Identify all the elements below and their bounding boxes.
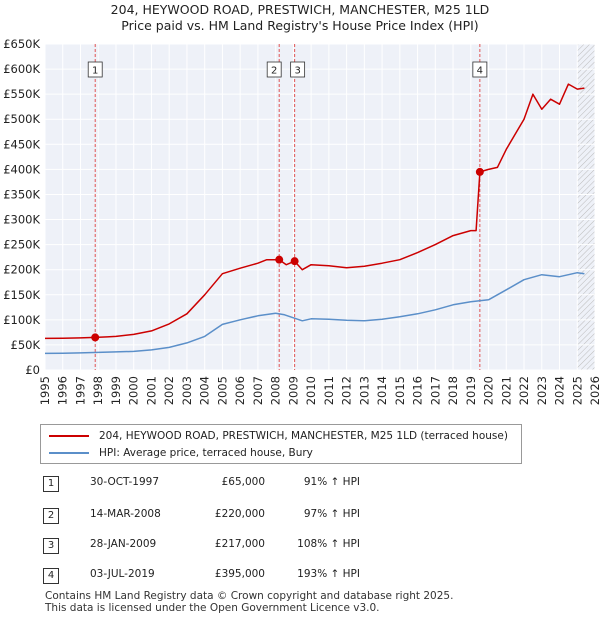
- sale-label: 3: [290, 61, 306, 78]
- y-tick-label: £650K: [3, 37, 40, 51]
- sale-label-text: 1: [92, 66, 98, 77]
- price-chart: 1 2 3 4 £0 £50K £100K £150K £200K £250K £300K £350…: [3, 37, 600, 405]
- x-tick-label: 2021: [499, 376, 513, 405]
- legend-label-property: 204, HEYWOOD ROAD, PRESTWICH, MANCHESTER…: [99, 430, 508, 442]
- legend-item-property: 204, HEYWOOD ROAD, PRESTWICH, MANCHESTER…: [49, 428, 508, 444]
- property-price-line: [44, 83, 585, 340]
- footer-copyright: Contains HM Land Registry data © Crown c…: [45, 590, 454, 602]
- x-tick-label: 2010: [304, 376, 318, 405]
- legend-line-property: [49, 435, 89, 437]
- sale-hpi-change: 97% ↑ HPI: [303, 508, 360, 520]
- sale-price: £65,000: [221, 476, 265, 488]
- y-tick-label: £450K: [3, 137, 40, 151]
- sale-number-badge: 4: [43, 568, 59, 584]
- legend-line-hpi: [49, 452, 89, 454]
- legend-label-hpi: HPI: Average price, terraced house, Bury: [99, 447, 313, 459]
- y-tick-label: £150K: [3, 288, 40, 302]
- footer-licence: This data is licensed under the Open Gov…: [45, 602, 380, 614]
- y-tick-label: £350K: [3, 187, 40, 201]
- x-tick-label: 1995: [38, 376, 52, 405]
- sale-label: 4: [472, 61, 488, 78]
- x-tick-label: 1996: [56, 376, 70, 405]
- sale-hpi-change: 193% ↑ HPI: [297, 568, 360, 580]
- x-tick-label: 2000: [127, 376, 141, 405]
- sale-row: 1 30-OCT-1997 £65,000 91% ↑ HPI: [0, 476, 600, 492]
- sale-row: 2 14-MAR-2008 £220,000 97% ↑ HPI: [0, 508, 600, 524]
- x-tick-label: 2014: [375, 376, 389, 405]
- sale-date: 28-JAN-2009: [90, 538, 157, 550]
- x-tick-label: 2004: [198, 376, 212, 405]
- x-tick-label: 2025: [570, 376, 584, 405]
- sale-price: £395,000: [214, 568, 265, 580]
- y-tick-label: £300K: [3, 213, 40, 227]
- x-tick-label: 2015: [393, 376, 407, 405]
- y-tick-label: £100K: [3, 313, 40, 327]
- x-tick-label: 2026: [588, 376, 600, 405]
- y-tick-label: £250K: [3, 238, 40, 252]
- x-tick-label: 2022: [517, 376, 531, 405]
- legend-item-hpi: HPI: Average price, terraced house, Bury: [49, 445, 313, 461]
- y-tick-label: £600K: [3, 62, 40, 76]
- sale-label: 2: [266, 61, 282, 78]
- sale-hpi-change: 108% ↑ HPI: [297, 538, 360, 550]
- x-tick-label: 2009: [286, 376, 300, 405]
- x-tick-label: 2008: [269, 376, 283, 405]
- legend: 204, HEYWOOD ROAD, PRESTWICH, MANCHESTER…: [40, 424, 522, 464]
- sale-row: 3 28-JAN-2009 £217,000 108% ↑ HPI: [0, 538, 600, 554]
- sale-label-text: 2: [271, 66, 277, 77]
- x-tick-label: 2019: [464, 376, 478, 405]
- x-tick-label: 2005: [215, 376, 229, 405]
- hpi-line: [44, 271, 585, 355]
- x-tick-label: 2020: [482, 376, 496, 405]
- x-tick-label: 2013: [357, 376, 371, 405]
- sale-number-badge: 2: [43, 508, 59, 524]
- x-tick-label: 2001: [144, 376, 158, 405]
- x-tick-label: 2023: [535, 376, 549, 405]
- sale-point: [290, 257, 299, 266]
- x-tick-label: 2017: [428, 376, 442, 405]
- x-tick-label: 1999: [109, 376, 123, 405]
- sale-number-badge: 3: [43, 538, 59, 554]
- plot-area: [45, 44, 595, 370]
- x-tick-label: 2016: [411, 376, 425, 405]
- y-tick-label: £0: [25, 363, 40, 377]
- hatched-region: [577, 44, 595, 370]
- sale-date: 30-OCT-1997: [90, 476, 159, 488]
- sale-label-text: 3: [294, 66, 300, 77]
- chart-subtitle: Price paid vs. HM Land Registry's House …: [121, 18, 479, 33]
- chart-title: 204, HEYWOOD ROAD, PRESTWICH, MANCHESTER…: [110, 2, 490, 17]
- sale-label-box: [87, 61, 103, 78]
- y-tick-label: £50K: [11, 338, 41, 352]
- y-tick-label: £500K: [3, 112, 40, 126]
- x-tick-label: 1998: [91, 376, 105, 405]
- x-tick-label: 2018: [446, 376, 460, 405]
- sale-price: £220,000: [214, 508, 265, 520]
- x-tick-label: 2011: [322, 376, 336, 405]
- sale-point: [475, 167, 484, 176]
- x-tick-label: 2006: [233, 376, 247, 405]
- sale-row: 4 03-JUL-2019 £395,000 193% ↑ HPI: [0, 568, 600, 584]
- sale-date: 03-JUL-2019: [90, 568, 155, 580]
- y-tick-label: £400K: [3, 162, 40, 176]
- sale-label-box: [266, 61, 282, 78]
- x-tick-label: 2024: [553, 376, 567, 405]
- x-tick-label: 1997: [73, 376, 87, 405]
- y-tick-label: £550K: [3, 87, 40, 101]
- y-tick-label: £200K: [3, 263, 40, 277]
- sale-label-box: [472, 61, 488, 78]
- sale-point: [91, 333, 100, 342]
- sale-label-text: 4: [477, 66, 483, 77]
- sale-label: 1: [87, 61, 103, 78]
- sale-hpi-change: 91% ↑ HPI: [303, 476, 360, 488]
- sale-label-box: [290, 61, 306, 78]
- sale-point: [275, 255, 284, 264]
- x-tick-label: 2007: [251, 376, 265, 405]
- x-tick-label: 2002: [162, 376, 176, 405]
- sale-date: 14-MAR-2008: [90, 508, 161, 520]
- sale-price: £217,000: [214, 538, 265, 550]
- sale-number-badge: 1: [43, 476, 59, 492]
- x-tick-label: 2003: [180, 376, 194, 405]
- x-tick-label: 2012: [340, 376, 354, 405]
